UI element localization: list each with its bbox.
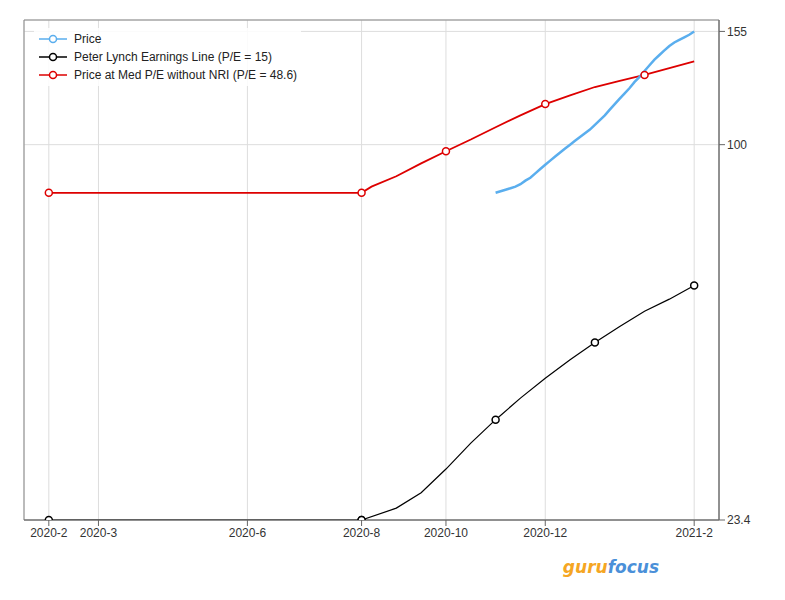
svg-text:2020-6: 2020-6 bbox=[229, 526, 267, 540]
svg-text:100: 100 bbox=[727, 138, 747, 152]
svg-text:23.4: 23.4 bbox=[727, 513, 751, 527]
svg-text:2021-2: 2021-2 bbox=[675, 526, 713, 540]
svg-text:2020-12: 2020-12 bbox=[523, 526, 567, 540]
html-text:Price: Price bbox=[74, 32, 102, 46]
html-text:Price at Med P/E without NRI (: Price at Med P/E without NRI (P/E = 48.6… bbox=[74, 68, 298, 82]
html-text:guru focus: guru focus bbox=[562, 557, 659, 577]
html-text:Peter Lynch Earnings Line (P/E: Peter Lynch Earnings Line (P/E = 15) bbox=[74, 50, 272, 64]
svg-text:2020-3: 2020-3 bbox=[80, 526, 118, 540]
svg-text:2020-10: 2020-10 bbox=[424, 526, 468, 540]
svg-text:155: 155 bbox=[727, 25, 747, 39]
svg-text:2020-8: 2020-8 bbox=[343, 526, 381, 540]
svg-text:2020-2: 2020-2 bbox=[30, 526, 68, 540]
